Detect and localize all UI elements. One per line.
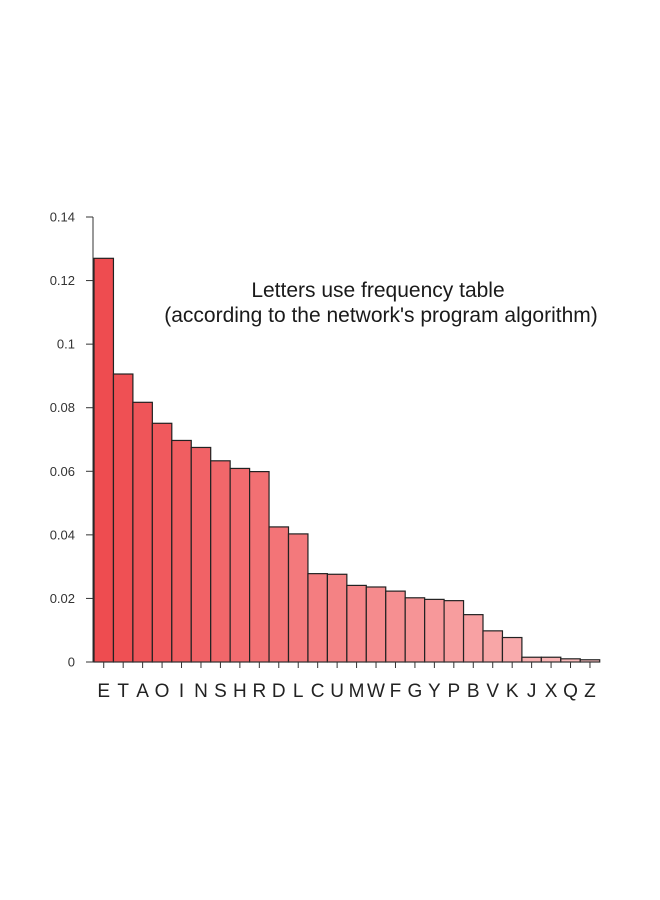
bar-j <box>521 656 542 663</box>
x-tick-label: E <box>97 681 110 702</box>
x-tick-label: B <box>467 681 480 702</box>
y-tick-label: 0.12 <box>50 273 75 288</box>
x-tick-label: M <box>349 681 365 702</box>
bar-a <box>132 401 153 663</box>
y-tick-label: 0.14 <box>50 210 75 225</box>
bar-d <box>268 526 290 663</box>
x-tick-label: L <box>293 681 304 702</box>
y-tick-label: 0.04 <box>50 527 75 542</box>
bar-k <box>501 636 523 663</box>
x-tick-label: Z <box>584 681 596 702</box>
x-tick-label: H <box>233 681 247 702</box>
y-tick-label: 0.06 <box>50 464 75 479</box>
bars <box>93 257 601 663</box>
bar-f <box>385 590 406 663</box>
bar-t <box>112 373 134 663</box>
x-tick-label: G <box>408 681 423 702</box>
bar-i <box>171 439 192 663</box>
y-axis: 0 0.02 0.04 0.06 0.08 0.1 0.12 0.14 <box>50 210 94 670</box>
bar-h <box>229 467 251 663</box>
bar-r <box>249 471 270 663</box>
y-tick-label: 0.1 <box>57 337 75 352</box>
bar-x <box>540 656 562 663</box>
x-tick-label: D <box>272 681 286 702</box>
y-tick-label: 0.02 <box>50 591 75 606</box>
x-tick-label: Q <box>563 681 578 702</box>
chart-subtitle: (according to the network's program algo… <box>164 304 598 327</box>
x-tick-label: J <box>527 681 537 702</box>
bar-s <box>210 460 231 663</box>
bar-c <box>307 573 329 663</box>
bar-u <box>326 573 348 663</box>
x-tick-label: A <box>136 681 149 702</box>
bar-g <box>404 597 426 663</box>
bar-m <box>346 584 367 663</box>
x-tick-label: N <box>194 681 208 702</box>
x-tick-label: C <box>311 681 325 702</box>
x-tick-label: S <box>214 681 227 702</box>
bar-o <box>151 422 173 663</box>
y-tick-label: 0.08 <box>50 400 75 415</box>
bar-y <box>424 598 445 663</box>
bar-e <box>93 257 115 663</box>
x-tick-label: P <box>447 681 460 702</box>
x-tick-label: I <box>179 681 184 702</box>
x-tick-label: F <box>390 681 402 702</box>
x-tick-label: X <box>545 681 558 702</box>
x-tick-label: K <box>506 681 519 702</box>
chart-title: Letters use frequency table <box>251 279 504 302</box>
bar-b <box>462 614 484 663</box>
bar-v <box>482 630 504 663</box>
x-tick-label: R <box>252 681 266 702</box>
x-tick-label: Y <box>428 681 441 702</box>
x-tick-label: U <box>330 681 344 702</box>
x-tick-label: O <box>155 681 170 702</box>
x-tick-label: T <box>117 681 129 702</box>
y-tick-label: 0 <box>68 655 75 670</box>
x-tick-label: V <box>486 681 499 702</box>
bar-l <box>287 533 309 663</box>
bar-p <box>443 600 465 663</box>
x-tick-label: W <box>367 681 385 702</box>
bar-w <box>365 586 387 663</box>
bar-n <box>190 446 212 663</box>
